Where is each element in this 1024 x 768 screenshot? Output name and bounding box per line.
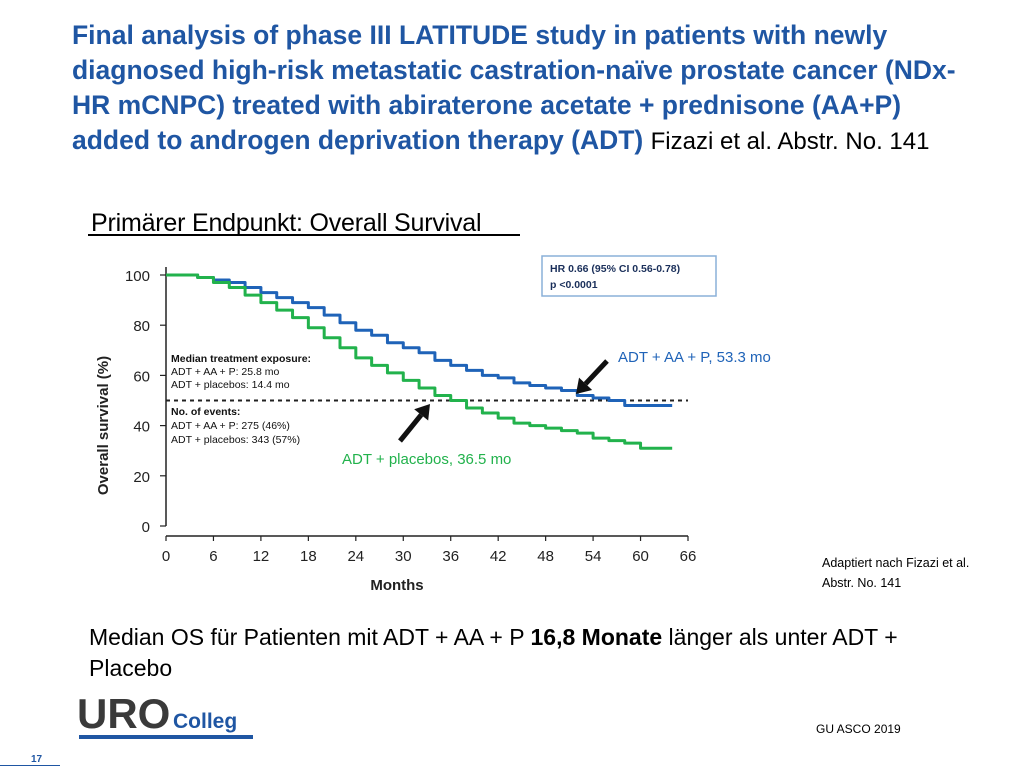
y-tick-label: 0 <box>142 519 150 536</box>
hr-box <box>541 255 717 297</box>
x-tick-label: 18 <box>300 548 317 565</box>
logo-colleg-text: Colleg <box>173 710 237 733</box>
arrow-to-adt-placebos-median <box>398 404 430 443</box>
logo-uro-text: URO <box>77 690 170 737</box>
events-box-line2: ADT + placebos: 343 (57%) <box>171 434 300 446</box>
x-tick-label: 42 <box>490 548 507 565</box>
chart-axes: 0 20 40 60 80 100 0 6 12 18 24 30 36 42 48 54 60 66 Months… <box>95 267 696 594</box>
page-number: 17 <box>31 754 43 765</box>
survival-chart: 0 20 40 60 80 100 0 6 12 18 24 30 36 42 48 54 60 66 Months… <box>95 255 771 594</box>
x-axis-label: Months <box>370 577 423 594</box>
y-tick-label: 60 <box>133 368 150 385</box>
x-tick-label: 6 <box>209 548 217 565</box>
hr-box-line1: HR 0.66 (95% CI 0.56-0.78) <box>550 263 680 275</box>
slide-subtitle: Primärer Endpunkt: Overall Survival <box>91 209 482 237</box>
arrow-shaft <box>398 413 424 443</box>
events-box-bg <box>168 405 328 449</box>
arrow-to-adt-aa-p-median <box>576 359 609 394</box>
exposure-box-line1: ADT + AA + P: 25.8 mo <box>171 366 280 378</box>
chart-overlay: HR 0.66 (95% CI 0.56-0.78) p <0.0001 Media… <box>168 255 771 468</box>
median-os-statement: Median OS für Patienten mit ADT + AA + P… <box>89 622 949 684</box>
y-tick-label: 20 <box>133 469 150 486</box>
slide-title-reference: Fizazi et al. Abstr. No. 141 <box>650 128 930 155</box>
urocolleg-logo: URO Colleg <box>77 690 253 739</box>
x-tick-label: 54 <box>585 548 602 565</box>
arrow-shaft <box>583 359 609 386</box>
exposure-box-heading: Median treatment exposure: <box>171 353 311 365</box>
arrow-head <box>576 377 593 394</box>
page-number-rule <box>0 765 60 766</box>
x-tick-label: 24 <box>347 548 364 565</box>
median-os-suffix: länger als unter ADT + Placebo <box>89 624 898 681</box>
slide-title: Final analysis of phase III LATITUDE stu… <box>72 18 972 159</box>
y-tick-label: 40 <box>133 419 150 436</box>
logo-underline <box>79 735 253 739</box>
arrow-head <box>414 404 430 421</box>
median-os-prefix: Median OS für Patienten mit ADT + AA + P <box>89 624 531 650</box>
events-box-line1: ADT + AA + P: 275 (46%) <box>171 420 290 432</box>
subtitle-underline <box>88 234 520 236</box>
median-os-highlight: 16,8 Monate <box>530 624 663 650</box>
annotation-adt-aa-p: ADT + AA + P, 53.3 mo <box>618 349 771 366</box>
x-tick-label: 66 <box>680 548 697 565</box>
y-axis-label: Overall survival (%) <box>95 356 112 495</box>
x-tick-label: 30 <box>395 548 412 565</box>
annotation-adt-placebos: ADT + placebos, 36.5 mo <box>342 451 511 468</box>
x-tick-label: 0 <box>162 548 170 565</box>
y-tick-label: 80 <box>133 318 150 335</box>
footer-source: GU ASCO 2019 <box>816 722 901 736</box>
adapted-note: Adaptiert nach Fizazi et al. Abstr. No. … <box>822 556 970 590</box>
x-tick-label: 12 <box>253 548 270 565</box>
slide-title-main: Final analysis of phase III LATITUDE stu… <box>72 20 956 155</box>
hr-box-line2: p <0.0001 <box>550 279 598 291</box>
x-tick-label: 60 <box>632 548 649 565</box>
series-line-adt-placebos <box>166 273 673 450</box>
x-tick-label: 48 <box>537 548 554 565</box>
exposure-box-line2: ADT + placebos: 14.4 mo <box>171 379 290 391</box>
events-box-heading: No. of events: <box>171 406 240 418</box>
x-tick-label: 36 <box>442 548 459 565</box>
y-tick-label: 100 <box>125 268 150 285</box>
exposure-box-bg <box>168 349 328 397</box>
